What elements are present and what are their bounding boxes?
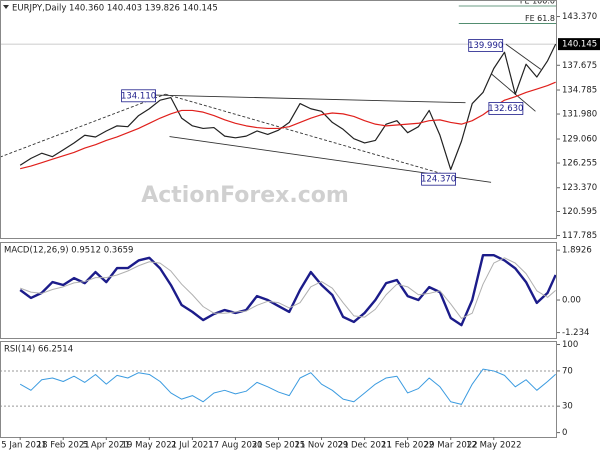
annotation-box [421, 172, 457, 186]
menu-icon [3, 5, 9, 9]
y-tick-label: 0.00 [562, 296, 581, 306]
y-tick-label: 129.060 [562, 135, 597, 145]
price-box [558, 38, 600, 51]
y-tick-label: 134.785 [562, 86, 597, 96]
y-tick-label: 100 [562, 340, 578, 350]
series-line [20, 257, 556, 319]
x-tick-label: 18 Feb 2021 [37, 441, 90, 450]
panel-title: EURJPY,Daily 140.360 140.403 139.826 140… [12, 4, 218, 14]
fe-label: FE 61.8 [525, 14, 555, 23]
y-tick-label: 143.370 [562, 12, 597, 22]
panel [0, 43, 557, 183]
x-tick-label: 29 Dec 2021 [337, 441, 391, 450]
series-line [20, 81, 556, 170]
y-tick-label: 70 [562, 366, 573, 376]
x-tick-label: 11 Feb 2022 [381, 441, 434, 450]
y-tick-label: 117.785 [562, 231, 597, 241]
panel-title: RSI(14) 66.2514 [4, 345, 73, 355]
panel-frame [0, 0, 557, 239]
watermark: ActionForex.com [141, 183, 349, 208]
trend-line [154, 94, 466, 104]
y-tick-label: 30 [562, 402, 573, 412]
panel [19, 253, 557, 327]
y-tick-label: 120.595 [562, 207, 597, 217]
y-tick-label: 123.370 [562, 183, 597, 193]
series-line [19, 253, 557, 327]
y-tick-label: 131.980 [562, 110, 597, 120]
panel-title: MACD(12,26,9) 0.9512 0.3659 [4, 246, 133, 256]
annotation-label: 139.990 [468, 41, 503, 51]
x-tick-label: 12 May 2022 [466, 441, 521, 450]
trend-line [490, 73, 536, 112]
trend-line [165, 93, 446, 176]
annotation-label: 124.370 [421, 175, 456, 185]
annotation-label: 134.110 [121, 91, 156, 101]
x-tick-label: 15 Nov 2021 [294, 441, 348, 450]
x-tick-label: 19 May 2021 [122, 441, 177, 450]
x-tick-label: 30 Sep 2021 [252, 441, 306, 450]
panel [0, 368, 557, 407]
x-tick-label: 17 Aug 2021 [208, 441, 262, 450]
x-tick-label: 2 Jul 2021 [171, 441, 214, 450]
x-tick-label: 5 Jan 2021 [1, 441, 47, 450]
trend-line [0, 93, 166, 158]
y-tick-label: -1.234 [562, 328, 589, 338]
annotation-box [488, 102, 524, 115]
annotation-box [121, 89, 156, 103]
fe-label: FE 100.0 [520, 0, 555, 5]
y-tick-label: 0 [562, 428, 567, 438]
series-line [19, 368, 556, 405]
x-tick-label: 29 Mar 2022 [424, 441, 478, 450]
annotation-box [468, 39, 504, 52]
x-tick-label: 5 Apr 2021 [83, 441, 130, 450]
price-label: 140.145 [562, 40, 597, 50]
trend-line [505, 43, 542, 70]
y-tick-label: 126.255 [562, 159, 597, 169]
panel-frame [0, 242, 557, 339]
y-tick-label: 137.675 [562, 61, 597, 71]
y-tick-label: 1.8926 [562, 246, 592, 256]
series-line [19, 43, 557, 171]
annotation-label: 132.630 [488, 104, 523, 114]
